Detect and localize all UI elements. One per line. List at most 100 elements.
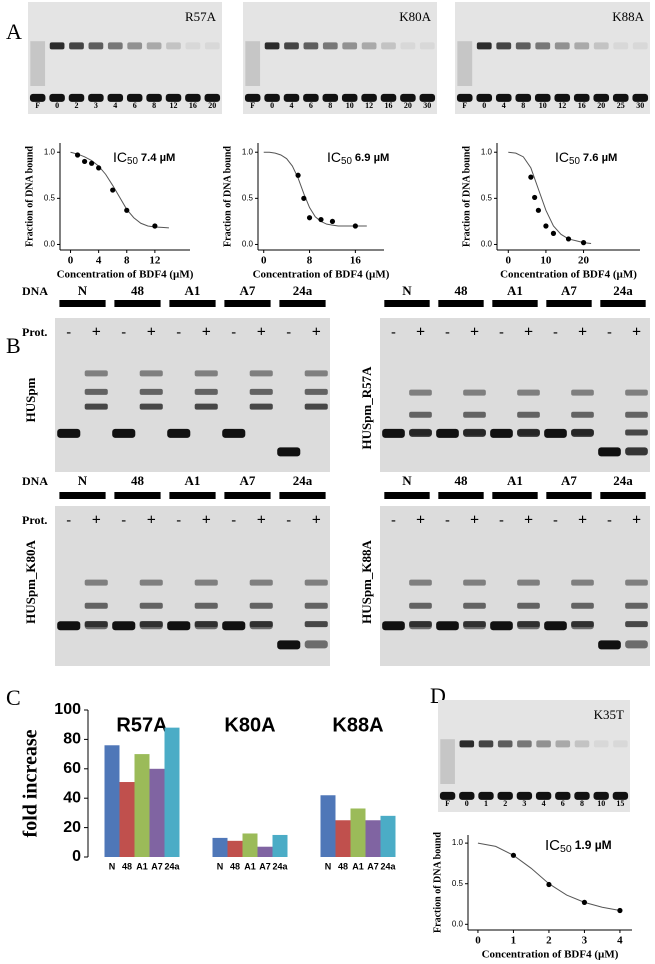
dna-header: 48 — [131, 473, 145, 488]
y-tick-label: 0.5 — [452, 879, 464, 888]
gel-band — [409, 602, 432, 609]
data-point — [89, 160, 95, 166]
gel-label: K88A — [612, 9, 644, 24]
gel-band — [574, 42, 590, 50]
gel-band — [625, 447, 648, 456]
minus-label: - — [499, 513, 504, 528]
data-point — [546, 881, 552, 888]
plus-label: + — [147, 324, 156, 341]
x-tick-label: 0 — [68, 255, 74, 267]
y-tick-label: 0 — [72, 848, 81, 865]
gel-band — [57, 621, 81, 631]
gel-band — [536, 740, 551, 748]
gel-band — [593, 791, 609, 800]
gel-band — [304, 640, 328, 649]
dna-header: 24a — [613, 473, 633, 488]
data-point — [543, 223, 549, 229]
x-tick-label: 8 — [307, 255, 313, 267]
plus-label: + — [416, 324, 425, 341]
gel-band — [478, 791, 494, 800]
gel-band — [613, 740, 628, 748]
gel-band — [459, 740, 475, 748]
gel-band — [303, 93, 319, 102]
gel-band — [409, 411, 432, 418]
ic50-label: IC50 7.6 µM — [555, 149, 617, 167]
gel-band — [517, 740, 532, 748]
x-tick-label: 16 — [350, 255, 362, 267]
lane-label: 20 — [404, 101, 412, 110]
bar — [242, 833, 258, 857]
plus-label: + — [578, 512, 587, 529]
dna-bar — [492, 492, 538, 499]
gel-band — [534, 93, 551, 102]
gel-band — [204, 42, 220, 50]
bar — [104, 745, 120, 857]
gel-band — [625, 621, 648, 628]
dna-bar — [600, 492, 646, 499]
minus-label: - — [553, 325, 558, 340]
data-point — [532, 194, 538, 201]
bar — [335, 820, 351, 857]
x-axis-label: Concentration of BDF4 (µM) — [482, 949, 619, 961]
bar-category-label: A1 — [136, 861, 148, 871]
lane-label: 4 — [502, 101, 506, 110]
minus-label: - — [231, 325, 236, 340]
gel-band — [304, 602, 328, 609]
data-point — [152, 223, 158, 229]
gel-band — [515, 93, 532, 102]
lane-label: F — [445, 799, 450, 808]
panel-label: B — [6, 333, 21, 358]
lane-label: F — [462, 101, 467, 110]
y-tick-label: 1.0 — [452, 838, 464, 847]
y-tick-label: 40 — [63, 789, 81, 806]
y-tick-label: 60 — [63, 760, 81, 777]
gel-band — [436, 621, 459, 631]
plus-label: + — [92, 512, 101, 529]
minus-label: - — [391, 513, 396, 528]
gel-band — [84, 621, 108, 630]
lane-label: 15 — [616, 799, 624, 808]
lane-label: 2 — [75, 101, 79, 110]
y-tick-label: 1.0 — [481, 147, 493, 156]
gel-band — [244, 93, 261, 102]
data-point — [581, 899, 588, 905]
gel-band — [304, 579, 328, 586]
gel-band — [409, 389, 432, 396]
minus-label: - — [445, 325, 450, 340]
gel-band — [84, 602, 108, 609]
gel-band — [573, 93, 590, 102]
dna-header: A7 — [561, 473, 577, 488]
gel-band — [146, 93, 162, 102]
gel-band — [409, 579, 432, 586]
bar — [149, 768, 165, 857]
plus-label: + — [312, 324, 321, 341]
data-point — [318, 216, 324, 223]
minus-label: - — [121, 325, 126, 340]
dna-bar — [546, 300, 592, 307]
ic50-prefix: IC — [555, 149, 569, 165]
gel-band — [516, 791, 533, 800]
plus-label: + — [416, 512, 425, 529]
gel-band — [139, 370, 163, 377]
prot-label: Prot. — [22, 325, 47, 339]
plus-label: + — [202, 324, 211, 341]
lane-label: 16 — [385, 101, 393, 110]
gel-band — [264, 93, 280, 102]
dna-label: DNA — [22, 474, 48, 488]
y-tick-label: 0.0 — [481, 240, 493, 249]
dna-header: A7 — [240, 473, 256, 488]
gel-band — [139, 621, 163, 630]
y-tick-label: 80 — [63, 731, 81, 748]
dna-bar — [438, 492, 484, 499]
gel-band — [146, 42, 162, 50]
gel-band — [571, 621, 594, 630]
gel-band — [409, 621, 432, 630]
bar-category-label: A1 — [352, 861, 364, 871]
x-tick-label: 4 — [96, 255, 102, 267]
dna-bar — [384, 492, 430, 499]
gel-band — [463, 389, 486, 396]
gel-band — [283, 93, 300, 102]
bar-category-label: 48 — [122, 861, 132, 871]
plus-label: + — [257, 324, 266, 341]
x-tick-label: 1 — [511, 935, 517, 947]
